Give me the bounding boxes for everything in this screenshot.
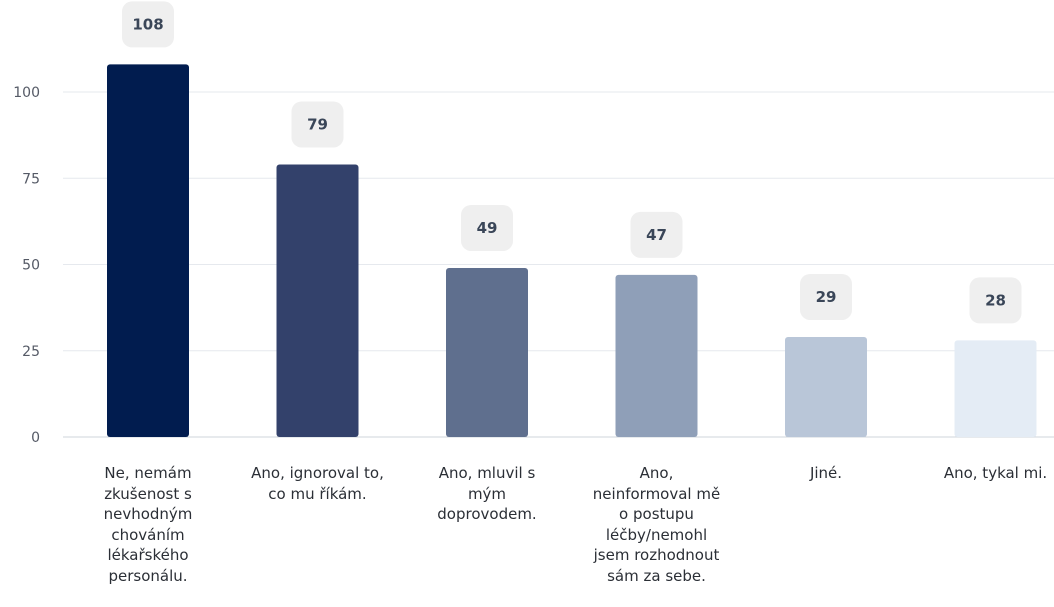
x-tick-label-line: o postupu [619,505,694,524]
data-label-badge [291,101,344,148]
y-tick-label: 50 [22,258,40,274]
data-label: 29 [816,288,837,306]
x-tick-label: Ano, mluvil s mým doprovodem. [412,463,562,525]
data-label-badge [969,277,1022,324]
x-tick-label-line: co mu říkám. [268,484,367,503]
x-tick-label-line: nevhodným [103,505,193,524]
x-tick-label-line: Ano, tykal mi. [943,464,1048,482]
data-label: 28 [985,291,1006,309]
y-tick-label: 25 [22,344,40,360]
x-tick-label-line: personálu. [108,566,188,585]
grid-layer [63,91,1054,438]
x-tick-label-line: neinformoval mě [592,484,721,503]
y-tick-label: 100 [13,85,40,101]
x-tick-label-line: Ano, ignoroval to, [251,464,384,482]
x-tick-label-line: Ne, nemám [104,464,192,482]
data-label-badge [461,204,513,251]
x-tick-label-line: chováním [111,525,185,544]
y-tick-label: 0 [31,430,40,446]
bar-5[interactable] [785,336,867,437]
x-tick-label-line: jsem rozhodnout [593,546,720,565]
x-tick-label-line: sám za sebe. [607,566,706,585]
data-label-badge [800,273,852,320]
x-tick-label: Ne, nemám zkušenost s nevhodným chováním lék… [73,463,223,587]
x-tick-label: Jiné. [751,463,901,484]
x-tick-label-line: zkušenost s [104,484,192,503]
x-tick-label-line: Jiné. [809,464,843,482]
data-label: 49 [477,219,498,237]
bar-2[interactable] [276,164,359,437]
y-tick-label: 75 [22,171,40,187]
x-tick-label-line: lékařského [107,546,189,565]
x-tick-label-line: léčby/nemohl [605,525,708,544]
x-tick-label: Ano, ignoroval to, co mu říkám. [243,463,393,504]
bar-4[interactable] [615,274,698,437]
data-label: 108 [132,15,163,33]
x-tick-label: Ano, neinformoval mě o postupu léčby/nemohl… [582,463,732,587]
x-tick-label: Ano, tykal mi. [921,463,1054,484]
x-tick-label-line: Ano, [639,464,674,482]
data-label-badge [630,211,683,258]
label-layer: 0 25 50 75 100 108 79 49 47 29 28 [13,1,1022,446]
bar-6[interactable] [954,340,1037,437]
bar-3[interactable] [446,267,528,437]
data-label: 79 [307,115,328,133]
bar-layer [107,64,1037,438]
data-label: 47 [646,226,667,244]
bar-1[interactable] [107,64,189,438]
x-tick-label-line: mým [467,484,507,503]
x-tick-label-line: doprovodem. [437,505,537,524]
data-label-badge [122,1,174,48]
x-tick-label-line: Ano, mluvil s [438,464,536,482]
